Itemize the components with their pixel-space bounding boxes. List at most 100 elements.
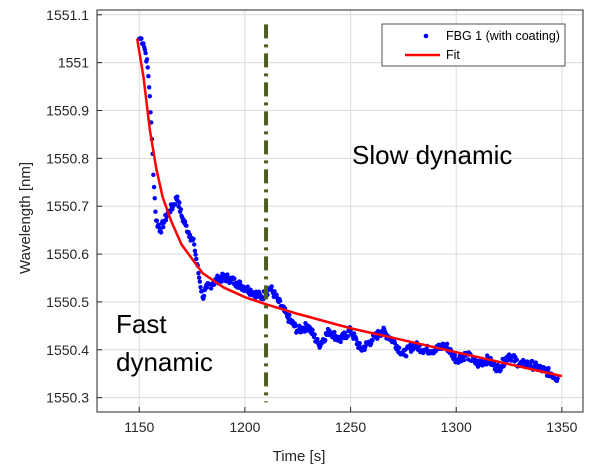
data-point-fbg1 (546, 366, 551, 371)
data-point-fbg1 (525, 359, 530, 364)
data-point-fbg1 (193, 252, 198, 257)
data-point-fbg1 (293, 323, 298, 329)
series-fit-line (135, 38, 563, 378)
data-point-fbg1 (184, 223, 189, 228)
data-point-fbg1 (158, 230, 164, 235)
data-point-fbg1 (245, 284, 250, 289)
data-point-fbg1 (161, 224, 166, 230)
data-point-fbg1 (232, 276, 237, 281)
data-point-fbg1 (154, 218, 160, 223)
data-point-fbg1 (227, 279, 233, 285)
tick-labels: 1150 1200 1250 1300 1350 1550.3 1550.4 1550.5 15… (46, 7, 577, 435)
data-point-fbg1 (187, 232, 193, 238)
data-point-fbg1 (152, 196, 157, 201)
data-point-fbg1 (485, 353, 490, 358)
annotation-slow-dynamic: Slow dynamic (352, 140, 512, 170)
data-point-fbg1 (153, 209, 158, 214)
y-tick-label: 1550.8 (46, 150, 89, 166)
data-point-fbg1 (310, 327, 315, 333)
data-point-fbg1 (312, 332, 317, 337)
annotation-dynamic: dynamic (116, 347, 213, 377)
data-point-fbg1 (237, 279, 243, 285)
data-point-fbg1 (287, 312, 292, 318)
y-axis-label: Wavelength [nm] (17, 162, 34, 274)
data-point-fbg1 (151, 172, 156, 177)
y-tick-label: 1550.3 (46, 390, 89, 406)
data-point-fbg1 (198, 285, 203, 290)
data-point-fbg1 (368, 341, 374, 347)
y-tick-label: 1550.5 (46, 294, 89, 310)
legend: FBG 1 (with coating) Fit (381, 23, 566, 67)
data-point-fbg1 (191, 236, 196, 242)
x-tick-label: 1200 (229, 419, 260, 435)
data-point-fbg1 (192, 242, 197, 247)
data-point-fbg1 (163, 217, 169, 223)
x-axis-label: Time [s] (273, 448, 326, 465)
data-point-fbg1 (323, 337, 328, 343)
data-point-fbg1 (139, 36, 144, 41)
data-point-fbg1 (508, 358, 514, 363)
data-point-fbg1 (277, 298, 283, 304)
legend-box (381, 23, 566, 67)
data-point-fbg1 (461, 357, 467, 363)
series-layer (135, 24, 563, 403)
data-point-fbg1 (332, 329, 337, 335)
data-point-fbg1 (146, 85, 152, 90)
data-point-fbg1 (345, 334, 350, 339)
data-point-fbg1 (144, 57, 150, 62)
data-point-fbg1 (177, 200, 182, 205)
x-tick-label: 1150 (124, 419, 154, 435)
data-point-fbg1 (555, 376, 560, 381)
y-tick-label: 1551.1 (46, 7, 89, 23)
data-point-fbg1 (148, 110, 153, 115)
y-tick-label: 1550.6 (46, 246, 89, 262)
data-point-fbg1 (514, 357, 519, 363)
legend-marker-fbg1 (423, 33, 429, 39)
data-point-fbg1 (354, 336, 359, 342)
data-point-fbg1 (141, 41, 146, 46)
data-point-fbg1 (375, 336, 380, 341)
data-point-fbg1 (303, 320, 308, 326)
y-tick-label: 1550.4 (46, 342, 89, 358)
data-point-fbg1 (178, 207, 184, 212)
data-point-fbg1 (396, 345, 402, 350)
data-point-fbg1 (315, 336, 320, 342)
data-point-fbg1 (357, 341, 362, 346)
data-point-fbg1 (351, 331, 357, 336)
annotation-fast: Fast (116, 309, 167, 339)
series-fbg1 (137, 35, 560, 384)
plot-frame (96, 9, 584, 413)
data-point-fbg1 (363, 344, 368, 350)
x-tick-label: 1300 (441, 419, 472, 435)
data-point-fbg1 (175, 194, 180, 199)
y-tick-label: 1550.9 (46, 103, 89, 119)
data-point-fbg1 (192, 248, 198, 253)
data-point-fbg1 (269, 284, 274, 289)
x-tick-label: 1350 (546, 419, 577, 435)
data-point-fbg1 (172, 202, 178, 207)
data-point-fbg1 (194, 256, 199, 262)
x-tick-label: 1250 (335, 419, 366, 435)
data-point-fbg1 (204, 285, 210, 290)
data-point-fbg1 (452, 353, 458, 358)
y-tick-label: 1551 (58, 55, 89, 71)
data-point-fbg1 (338, 339, 343, 345)
data-point-fbg1 (143, 50, 148, 56)
data-point-fbg1 (151, 184, 157, 190)
data-point-fbg1 (182, 219, 188, 224)
legend-label-fit: Fit (446, 48, 460, 62)
data-point-fbg1 (146, 74, 151, 79)
legend-label-fbg1: FBG 1 (with coating) (446, 29, 560, 43)
data-point-fbg1 (475, 364, 481, 369)
data-point-fbg1 (444, 341, 450, 346)
data-point-fbg1 (370, 338, 375, 343)
data-point-fbg1 (196, 271, 201, 276)
data-point-fbg1 (225, 272, 230, 277)
data-point-fbg1 (145, 65, 150, 70)
data-point-fbg1 (196, 275, 202, 280)
data-point-fbg1 (201, 293, 207, 299)
data-point-fbg1 (375, 328, 381, 334)
y-tick-label: 1550.7 (46, 198, 89, 214)
data-point-fbg1 (147, 93, 153, 99)
